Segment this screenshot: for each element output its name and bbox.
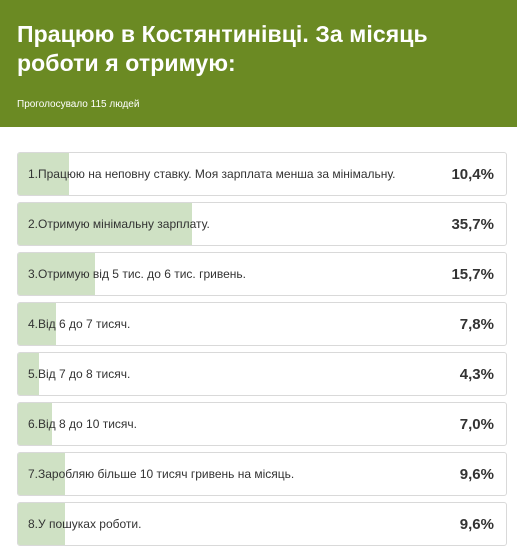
- option-percent: 15,7%: [451, 265, 494, 283]
- option-percent: 35,7%: [451, 215, 494, 233]
- option-label: 5.Від 7 до 8 тисяч.: [28, 367, 131, 381]
- result-bar: [18, 503, 65, 545]
- result-bar: [18, 303, 57, 345]
- poll-option-1[interactable]: 1.Працюю на неповну ставку. Моя зарплата…: [17, 152, 507, 196]
- result-bar: [18, 253, 95, 295]
- option-percent: 7,8%: [459, 315, 494, 333]
- vote-count: Проголосувало 115 людей: [17, 99, 140, 110]
- option-percent: 9,6%: [459, 465, 494, 483]
- option-label: 8.У пошуках роботи.: [28, 517, 142, 531]
- poll-options: 1.Працюю на неповну ставку. Моя зарплата…: [17, 152, 507, 552]
- result-bar: [18, 403, 53, 445]
- poll-option-8[interactable]: 8.У пошуках роботи. 9,6%: [17, 502, 507, 546]
- poll-title: Працюю в Костянтинівці. За місяць роботи…: [17, 21, 428, 76]
- poll-option-5[interactable]: 5.Від 7 до 8 тисяч. 4,3%: [17, 352, 507, 396]
- result-bar: [18, 453, 65, 495]
- option-label: 7.Заробляю більше 10 тисяч гривень на мі…: [28, 467, 295, 481]
- option-label: 1.Працюю на неповну ставку. Моя зарплата…: [28, 167, 396, 181]
- option-percent: 4,3%: [459, 365, 494, 383]
- result-bar: [18, 353, 39, 395]
- option-percent: 10,4%: [451, 165, 494, 183]
- poll-header: Працюю в Костянтинівці. За місяць роботи…: [0, 0, 517, 127]
- option-label: 3.Отримую від 5 тис. до 6 тис. гривень.: [28, 267, 246, 281]
- option-label: 4.Від 6 до 7 тисяч.: [28, 317, 131, 331]
- poll-option-4[interactable]: 4.Від 6 до 7 тисяч. 7,8%: [17, 302, 507, 346]
- option-label: 2.Отримую мінімальну зарплату.: [28, 217, 210, 231]
- result-bar: [18, 153, 69, 195]
- result-bar: [18, 203, 193, 245]
- poll-option-2[interactable]: 2.Отримую мінімальну зарплату. 35,7%: [17, 202, 507, 246]
- poll-option-7[interactable]: 7.Заробляю більше 10 тисяч гривень на мі…: [17, 452, 507, 496]
- poll-option-3[interactable]: 3.Отримую від 5 тис. до 6 тис. гривень. …: [17, 252, 507, 296]
- option-percent: 9,6%: [459, 515, 494, 533]
- poll-option-6[interactable]: 6.Від 8 до 10 тисяч. 7,0%: [17, 402, 507, 446]
- option-label: 6.Від 8 до 10 тисяч.: [28, 417, 137, 431]
- option-percent: 7,0%: [459, 415, 494, 433]
